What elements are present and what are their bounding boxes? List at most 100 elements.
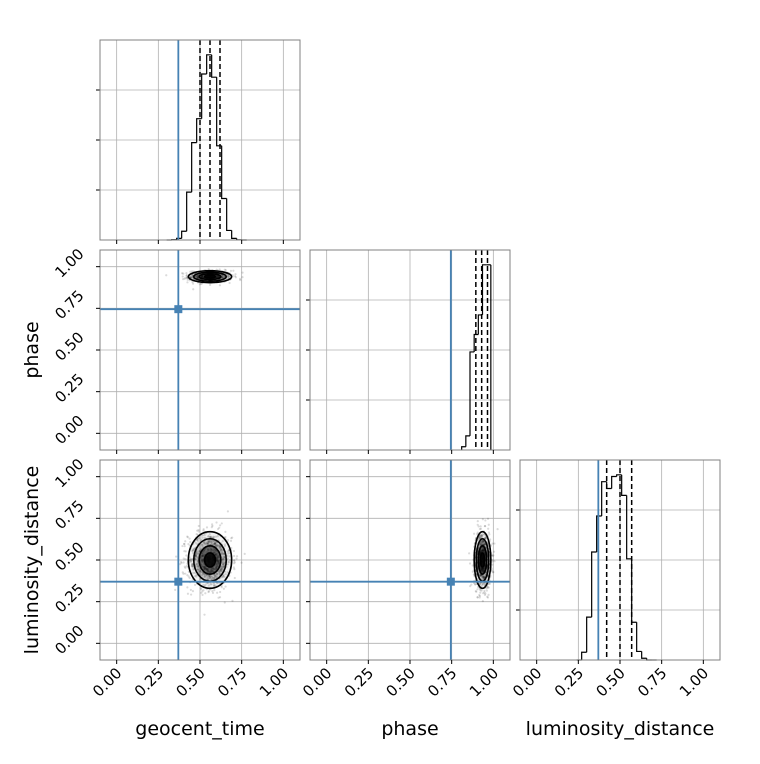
sample-point <box>186 586 188 588</box>
sample-point <box>215 521 217 523</box>
sample-point <box>204 592 206 594</box>
sample-point <box>488 586 490 588</box>
sample-point <box>244 553 246 555</box>
sample-point <box>182 573 184 575</box>
sample-point <box>224 585 226 587</box>
sample-point <box>224 531 226 533</box>
sample-point <box>230 540 232 542</box>
sample-point <box>219 524 221 526</box>
sample-point <box>241 276 243 278</box>
sample-point <box>480 525 482 527</box>
density-contour-3 <box>205 553 216 567</box>
sample-point <box>182 273 184 275</box>
sample-point <box>201 594 203 596</box>
sample-point <box>233 555 235 557</box>
sample-point <box>186 281 188 283</box>
sample-point <box>231 600 233 602</box>
sample-point <box>185 550 187 552</box>
sample-point <box>208 590 210 592</box>
sample-point <box>198 525 200 527</box>
sample-point <box>213 589 215 591</box>
sample-point <box>200 592 202 594</box>
sample-point <box>203 614 205 616</box>
sample-point <box>224 536 226 538</box>
sample-point <box>235 276 237 278</box>
sample-point <box>187 593 189 595</box>
sample-point <box>488 533 490 535</box>
sample-point <box>479 592 481 594</box>
sample-point <box>219 591 221 593</box>
sample-point <box>219 284 221 286</box>
sample-point <box>165 274 167 276</box>
sample-point <box>206 526 208 528</box>
sample-point <box>496 528 498 530</box>
sample-point <box>482 518 484 520</box>
ylabel-phase: phase <box>21 321 43 378</box>
sample-point <box>492 571 494 573</box>
sample-point <box>184 567 186 569</box>
sample-point <box>192 590 194 592</box>
sample-point <box>492 554 494 556</box>
sample-point <box>487 528 489 530</box>
sample-point <box>186 274 188 276</box>
sample-point <box>188 538 190 540</box>
sample-point <box>180 561 182 563</box>
sample-point <box>218 527 220 529</box>
sample-point <box>190 589 192 591</box>
sample-point <box>185 272 187 274</box>
sample-point <box>489 538 491 540</box>
sample-point <box>184 545 186 547</box>
sample-point <box>484 519 486 521</box>
sample-point <box>174 589 176 591</box>
sample-point <box>486 589 488 591</box>
sample-point <box>486 596 488 598</box>
sample-point <box>192 288 194 290</box>
sample-point <box>223 588 225 590</box>
sample-point <box>236 555 238 557</box>
sample-point <box>484 525 486 527</box>
xlabel-phase: phase <box>381 718 438 740</box>
sample-point <box>202 589 204 591</box>
truth-marker <box>447 578 455 586</box>
sample-point <box>483 590 485 592</box>
sample-point <box>230 537 232 539</box>
sample-point <box>217 597 219 599</box>
sample-point <box>489 583 491 585</box>
sample-point <box>212 592 214 594</box>
ylabel-luminosity-distance: luminosity_distance <box>21 466 43 655</box>
sample-point <box>221 522 223 524</box>
sample-point <box>187 543 189 545</box>
density-contour-3 <box>205 275 216 278</box>
sample-point <box>240 562 242 564</box>
sample-point <box>468 552 470 554</box>
sample-point <box>211 523 213 525</box>
sample-point <box>184 540 186 542</box>
sample-point <box>224 601 226 603</box>
sample-point <box>241 272 243 274</box>
sample-point <box>477 531 479 533</box>
sample-point <box>488 524 490 526</box>
sample-point <box>175 555 177 557</box>
sample-point <box>184 278 186 280</box>
sample-point <box>476 596 478 598</box>
sample-point <box>183 558 185 560</box>
sample-point <box>234 577 236 579</box>
sample-point <box>487 518 489 520</box>
sample-point <box>492 543 494 545</box>
sample-point <box>488 531 490 533</box>
sample-point <box>181 545 183 547</box>
sample-point <box>179 563 181 565</box>
sample-point <box>189 271 191 273</box>
sample-point <box>234 273 236 275</box>
sample-point <box>228 282 230 284</box>
sample-point <box>200 588 202 590</box>
sample-point <box>233 568 235 570</box>
sample-point <box>216 592 218 594</box>
sample-point <box>239 279 241 281</box>
sample-point <box>225 269 227 271</box>
sample-point <box>234 561 236 563</box>
sample-point <box>479 528 481 530</box>
sample-point <box>196 533 198 535</box>
sample-point <box>475 591 477 593</box>
sample-point <box>232 270 234 272</box>
